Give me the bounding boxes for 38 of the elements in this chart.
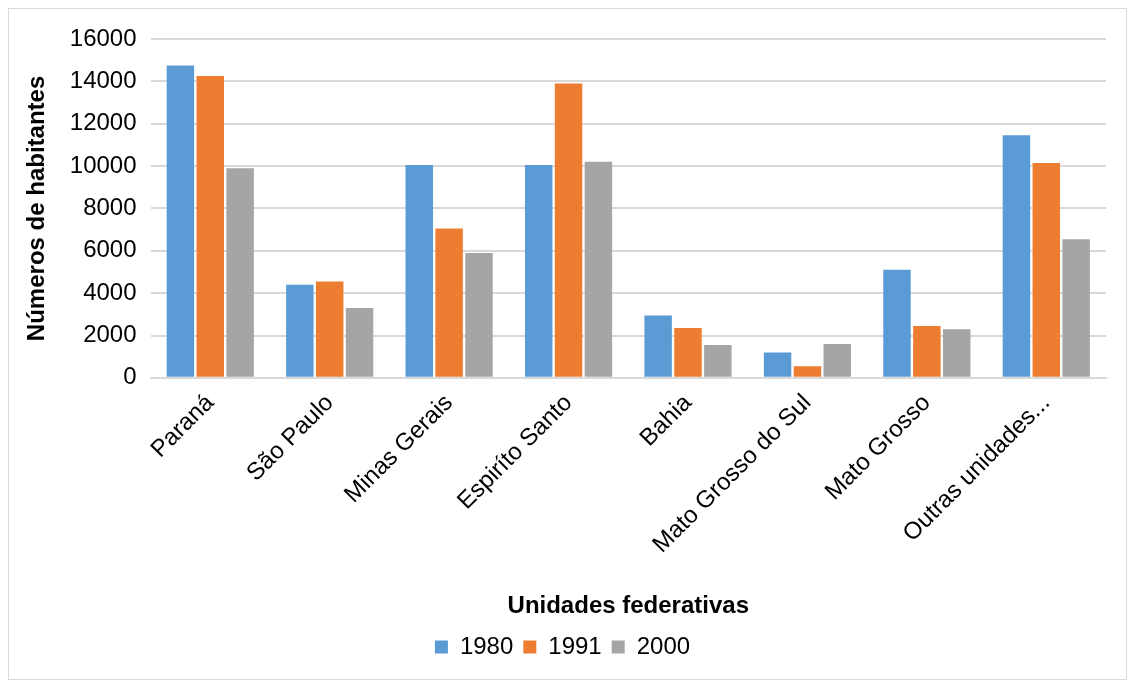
bar	[345, 307, 374, 377]
bar	[524, 165, 553, 377]
bar	[435, 228, 463, 377]
y-tick-label: 6000	[83, 235, 137, 263]
y-tick-label: 12000	[69, 108, 137, 136]
bar	[166, 65, 195, 377]
legend-label: 1991	[548, 631, 602, 659]
y-tick-label: 2000	[83, 320, 137, 348]
legend-label: 2000	[636, 631, 691, 659]
y-axis-title: Números de habitantes	[22, 75, 50, 342]
bar	[315, 281, 344, 377]
bar	[644, 315, 672, 377]
bar	[226, 168, 254, 377]
x-axis-title: Unidades federativas	[507, 591, 749, 619]
bar	[883, 269, 911, 377]
legend-label: 1980	[459, 631, 514, 659]
bar	[554, 83, 583, 377]
bar	[823, 343, 852, 377]
bar	[763, 352, 792, 377]
bar	[913, 325, 941, 377]
bar	[196, 76, 224, 377]
y-tick-label: 16000	[69, 23, 137, 51]
y-tick-label: 4000	[83, 277, 137, 305]
y-tick-label: 10000	[69, 150, 137, 178]
y-tick-label: 14000	[69, 65, 137, 93]
bar	[1002, 135, 1031, 377]
bar	[1062, 239, 1090, 377]
bar	[584, 161, 613, 377]
bar	[793, 366, 822, 377]
bar	[465, 252, 493, 377]
bar	[674, 328, 702, 377]
bar	[405, 165, 433, 377]
y-tick-label: 8000	[83, 193, 137, 221]
bar	[286, 284, 314, 377]
y-tick-label: 0	[123, 362, 137, 390]
bar	[942, 329, 971, 377]
bar	[704, 345, 732, 377]
bar	[1032, 162, 1061, 377]
